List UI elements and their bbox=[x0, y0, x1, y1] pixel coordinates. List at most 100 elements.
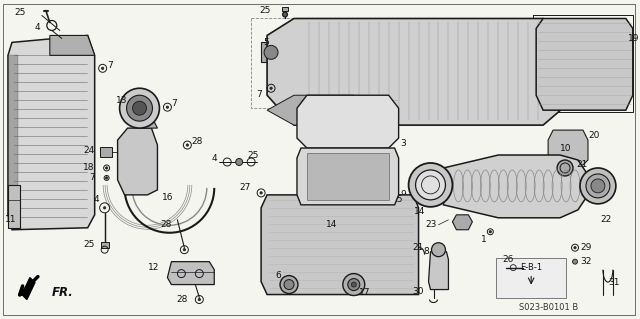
Text: 7: 7 bbox=[108, 61, 113, 70]
Circle shape bbox=[591, 179, 605, 193]
Circle shape bbox=[573, 259, 577, 264]
Text: 28: 28 bbox=[176, 295, 188, 304]
Text: 14: 14 bbox=[326, 220, 337, 229]
Circle shape bbox=[264, 45, 278, 59]
Text: 7: 7 bbox=[89, 174, 95, 182]
Polygon shape bbox=[297, 95, 399, 148]
Text: 7: 7 bbox=[172, 99, 177, 108]
Text: FR.: FR. bbox=[52, 286, 74, 299]
Polygon shape bbox=[267, 95, 354, 125]
Text: 18: 18 bbox=[83, 163, 95, 173]
Text: 13: 13 bbox=[116, 96, 127, 105]
Circle shape bbox=[127, 95, 152, 121]
Circle shape bbox=[102, 67, 104, 70]
Text: 21: 21 bbox=[412, 243, 424, 252]
Circle shape bbox=[106, 167, 108, 169]
Text: 30: 30 bbox=[412, 287, 424, 296]
Text: 4: 4 bbox=[212, 153, 217, 162]
Polygon shape bbox=[297, 148, 399, 205]
Text: 25: 25 bbox=[83, 240, 95, 249]
Circle shape bbox=[408, 163, 452, 207]
Circle shape bbox=[166, 106, 168, 108]
Text: 28: 28 bbox=[160, 220, 172, 229]
Text: 16: 16 bbox=[163, 193, 174, 202]
Circle shape bbox=[120, 88, 159, 128]
Polygon shape bbox=[282, 6, 288, 11]
Text: 25: 25 bbox=[14, 8, 26, 17]
Text: 10: 10 bbox=[560, 144, 572, 152]
Polygon shape bbox=[452, 215, 472, 230]
Circle shape bbox=[343, 274, 365, 295]
Text: 6: 6 bbox=[275, 271, 281, 280]
Polygon shape bbox=[261, 42, 281, 62]
Circle shape bbox=[489, 231, 492, 233]
Circle shape bbox=[557, 160, 573, 176]
Text: 32: 32 bbox=[580, 257, 591, 266]
Polygon shape bbox=[536, 19, 633, 110]
Polygon shape bbox=[548, 130, 588, 165]
Text: 4: 4 bbox=[94, 195, 100, 204]
Circle shape bbox=[282, 12, 287, 17]
Circle shape bbox=[580, 168, 616, 204]
Polygon shape bbox=[496, 258, 566, 298]
Circle shape bbox=[104, 207, 106, 209]
Circle shape bbox=[236, 159, 243, 166]
Circle shape bbox=[186, 144, 189, 146]
Polygon shape bbox=[307, 153, 388, 200]
Circle shape bbox=[431, 243, 445, 257]
Circle shape bbox=[351, 282, 356, 287]
Text: 20: 20 bbox=[588, 130, 599, 140]
Text: 12: 12 bbox=[148, 263, 159, 272]
Text: 7: 7 bbox=[257, 90, 262, 99]
Circle shape bbox=[106, 177, 108, 179]
Text: 28: 28 bbox=[191, 137, 203, 145]
Text: 4: 4 bbox=[35, 23, 40, 32]
Text: 11: 11 bbox=[5, 215, 17, 224]
Polygon shape bbox=[100, 242, 109, 248]
Polygon shape bbox=[118, 128, 157, 195]
Circle shape bbox=[586, 174, 610, 198]
Text: 24: 24 bbox=[83, 145, 95, 154]
Polygon shape bbox=[50, 35, 95, 56]
Text: 22: 22 bbox=[600, 215, 611, 224]
Polygon shape bbox=[429, 252, 449, 290]
Circle shape bbox=[198, 298, 200, 301]
Polygon shape bbox=[100, 147, 111, 157]
Text: 21: 21 bbox=[576, 160, 588, 169]
Polygon shape bbox=[8, 185, 20, 228]
Text: 19: 19 bbox=[628, 34, 639, 43]
Circle shape bbox=[132, 101, 147, 115]
Text: 23: 23 bbox=[425, 220, 436, 229]
Circle shape bbox=[574, 247, 576, 249]
Polygon shape bbox=[22, 278, 35, 300]
Polygon shape bbox=[8, 35, 95, 230]
Text: 1: 1 bbox=[481, 235, 486, 244]
Text: 9: 9 bbox=[401, 190, 406, 199]
Text: 5: 5 bbox=[263, 38, 269, 47]
Text: S023-B0101 B: S023-B0101 B bbox=[519, 303, 578, 312]
Circle shape bbox=[270, 87, 272, 89]
Circle shape bbox=[183, 249, 186, 251]
Text: E-B-1: E-B-1 bbox=[520, 263, 542, 272]
Text: 25: 25 bbox=[247, 151, 259, 160]
Bar bbox=[8, 56, 18, 215]
Text: 29: 29 bbox=[580, 243, 591, 252]
Polygon shape bbox=[267, 19, 578, 125]
Circle shape bbox=[415, 170, 445, 200]
Text: 8: 8 bbox=[424, 247, 429, 256]
Text: 15: 15 bbox=[392, 195, 404, 204]
Polygon shape bbox=[168, 262, 214, 285]
Circle shape bbox=[280, 276, 298, 293]
Polygon shape bbox=[138, 122, 157, 128]
Text: 14: 14 bbox=[413, 207, 425, 216]
Polygon shape bbox=[444, 155, 588, 218]
Text: 27: 27 bbox=[240, 183, 251, 192]
Circle shape bbox=[260, 192, 262, 194]
Text: 17: 17 bbox=[359, 288, 371, 297]
Text: 31: 31 bbox=[608, 278, 620, 287]
Text: 25: 25 bbox=[260, 6, 271, 15]
Circle shape bbox=[284, 279, 294, 290]
Circle shape bbox=[348, 278, 360, 291]
Text: 3: 3 bbox=[401, 138, 406, 148]
Text: 26: 26 bbox=[502, 255, 514, 264]
